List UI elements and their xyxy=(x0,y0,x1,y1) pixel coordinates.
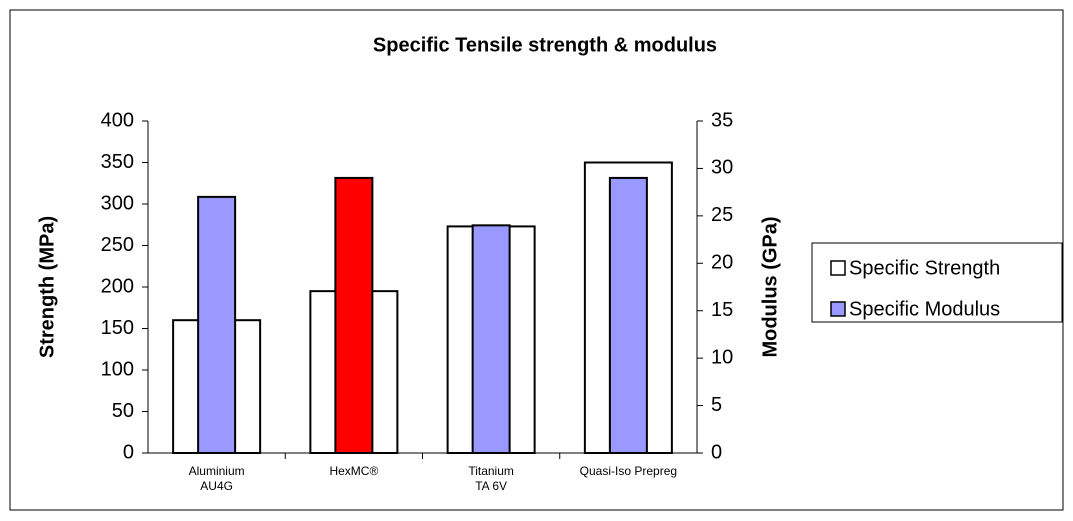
y2-tick-label: 5 xyxy=(711,394,722,416)
y-tick-label: 300 xyxy=(101,192,134,214)
x-tick-label: Quasi-Iso Prepreg xyxy=(579,464,678,478)
legend-box xyxy=(811,242,1063,323)
y-tick-label: 350 xyxy=(101,151,134,173)
y2-axis-label: Modulus (GPa) xyxy=(759,216,781,357)
y2-tick-label: 15 xyxy=(711,299,733,321)
x-tick-label: HexMC® xyxy=(329,464,379,478)
y2-tick-label: 25 xyxy=(711,204,733,226)
y-tick-label: 400 xyxy=(101,109,134,131)
y-axis-label: Strength (MPa) xyxy=(36,216,58,358)
x-tick-label: Titanium TA 6V xyxy=(468,464,514,493)
y-tick-label: 150 xyxy=(101,317,134,339)
legend-label: Specific Strength xyxy=(849,257,1000,279)
y2-tick-label: 0 xyxy=(711,441,722,463)
bar xyxy=(471,224,511,454)
x-tick-label: Aluminium AU4G xyxy=(188,464,245,493)
legend-label: Specific Modulus xyxy=(849,298,1000,320)
y-tick-label: 0 xyxy=(123,441,134,463)
y2-tick-label: 20 xyxy=(711,252,733,274)
y-tick-label: 250 xyxy=(101,234,134,256)
bar xyxy=(197,195,237,454)
y2-tick-label: 30 xyxy=(711,157,733,179)
y2-tick-label: 35 xyxy=(711,109,733,131)
bar xyxy=(334,176,374,455)
y-tick-label: 100 xyxy=(101,358,134,380)
legend-swatch xyxy=(830,301,846,317)
legend-swatch xyxy=(830,260,846,276)
bar xyxy=(608,176,648,455)
y-tick-label: 200 xyxy=(101,275,134,297)
chart-title: Specific Tensile strength & modulus xyxy=(373,34,717,56)
y-tick-label: 50 xyxy=(112,400,134,422)
y2-tick-label: 10 xyxy=(711,346,733,368)
